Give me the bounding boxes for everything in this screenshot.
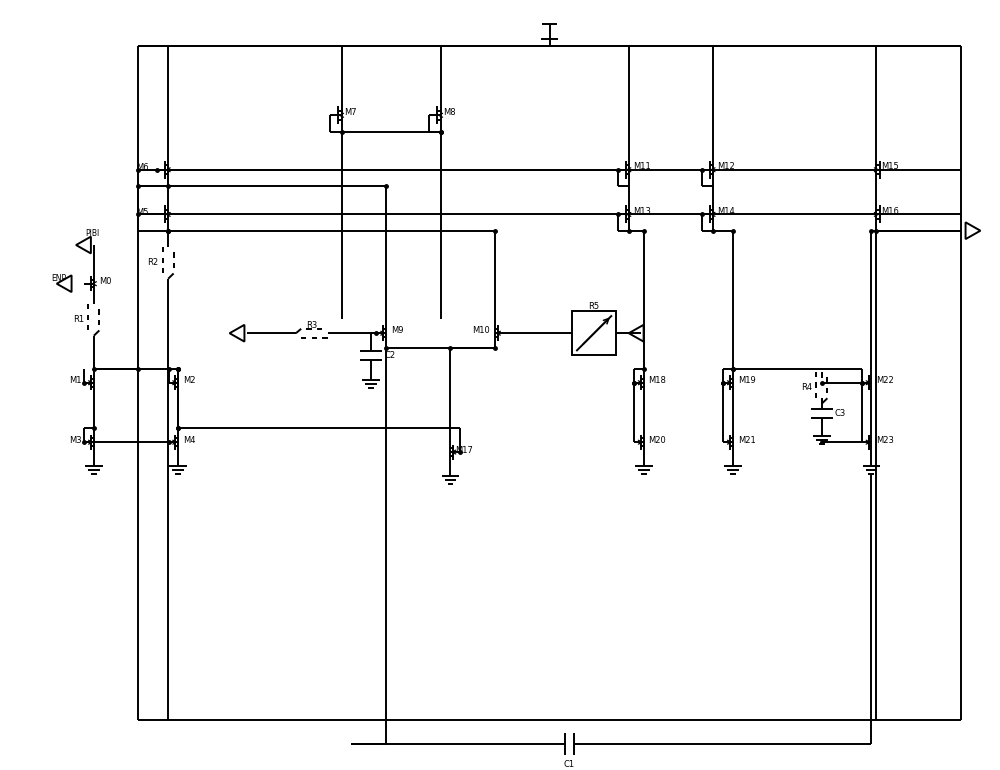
Text: M11: M11	[633, 162, 650, 171]
Text: M16: M16	[881, 207, 899, 216]
Text: M22: M22	[876, 377, 894, 385]
Text: M0: M0	[99, 277, 111, 286]
Text: M20: M20	[649, 436, 666, 445]
Text: R2: R2	[147, 259, 158, 267]
Text: R4: R4	[801, 383, 812, 392]
Text: M1: M1	[69, 377, 82, 385]
Text: R3: R3	[306, 321, 317, 330]
Text: C1: C1	[564, 760, 575, 768]
Text: M8: M8	[444, 108, 456, 117]
Text: M13: M13	[633, 207, 651, 216]
Bar	[572, 311, 616, 355]
Text: C3: C3	[835, 409, 846, 418]
Text: R1: R1	[73, 316, 84, 324]
Text: M19: M19	[738, 377, 755, 385]
Text: M14: M14	[717, 207, 735, 216]
Text: M2: M2	[183, 377, 196, 385]
Text: M5: M5	[136, 208, 149, 217]
Text: M15: M15	[881, 162, 899, 171]
Text: M10: M10	[472, 326, 490, 335]
Text: M4: M4	[183, 436, 196, 445]
Text: M12: M12	[717, 162, 735, 171]
Text: M9: M9	[391, 326, 404, 335]
Text: M18: M18	[649, 377, 666, 385]
Text: M21: M21	[738, 436, 755, 445]
Text: M23: M23	[876, 436, 894, 445]
Text: M6: M6	[136, 163, 149, 172]
Text: PIBI: PIBI	[85, 229, 99, 238]
Text: M17: M17	[455, 446, 473, 454]
Text: M3: M3	[69, 436, 82, 445]
Text: R5: R5	[589, 302, 600, 311]
Text: ENP: ENP	[51, 274, 66, 283]
Text: C2: C2	[384, 351, 395, 360]
Text: M7: M7	[344, 108, 357, 117]
